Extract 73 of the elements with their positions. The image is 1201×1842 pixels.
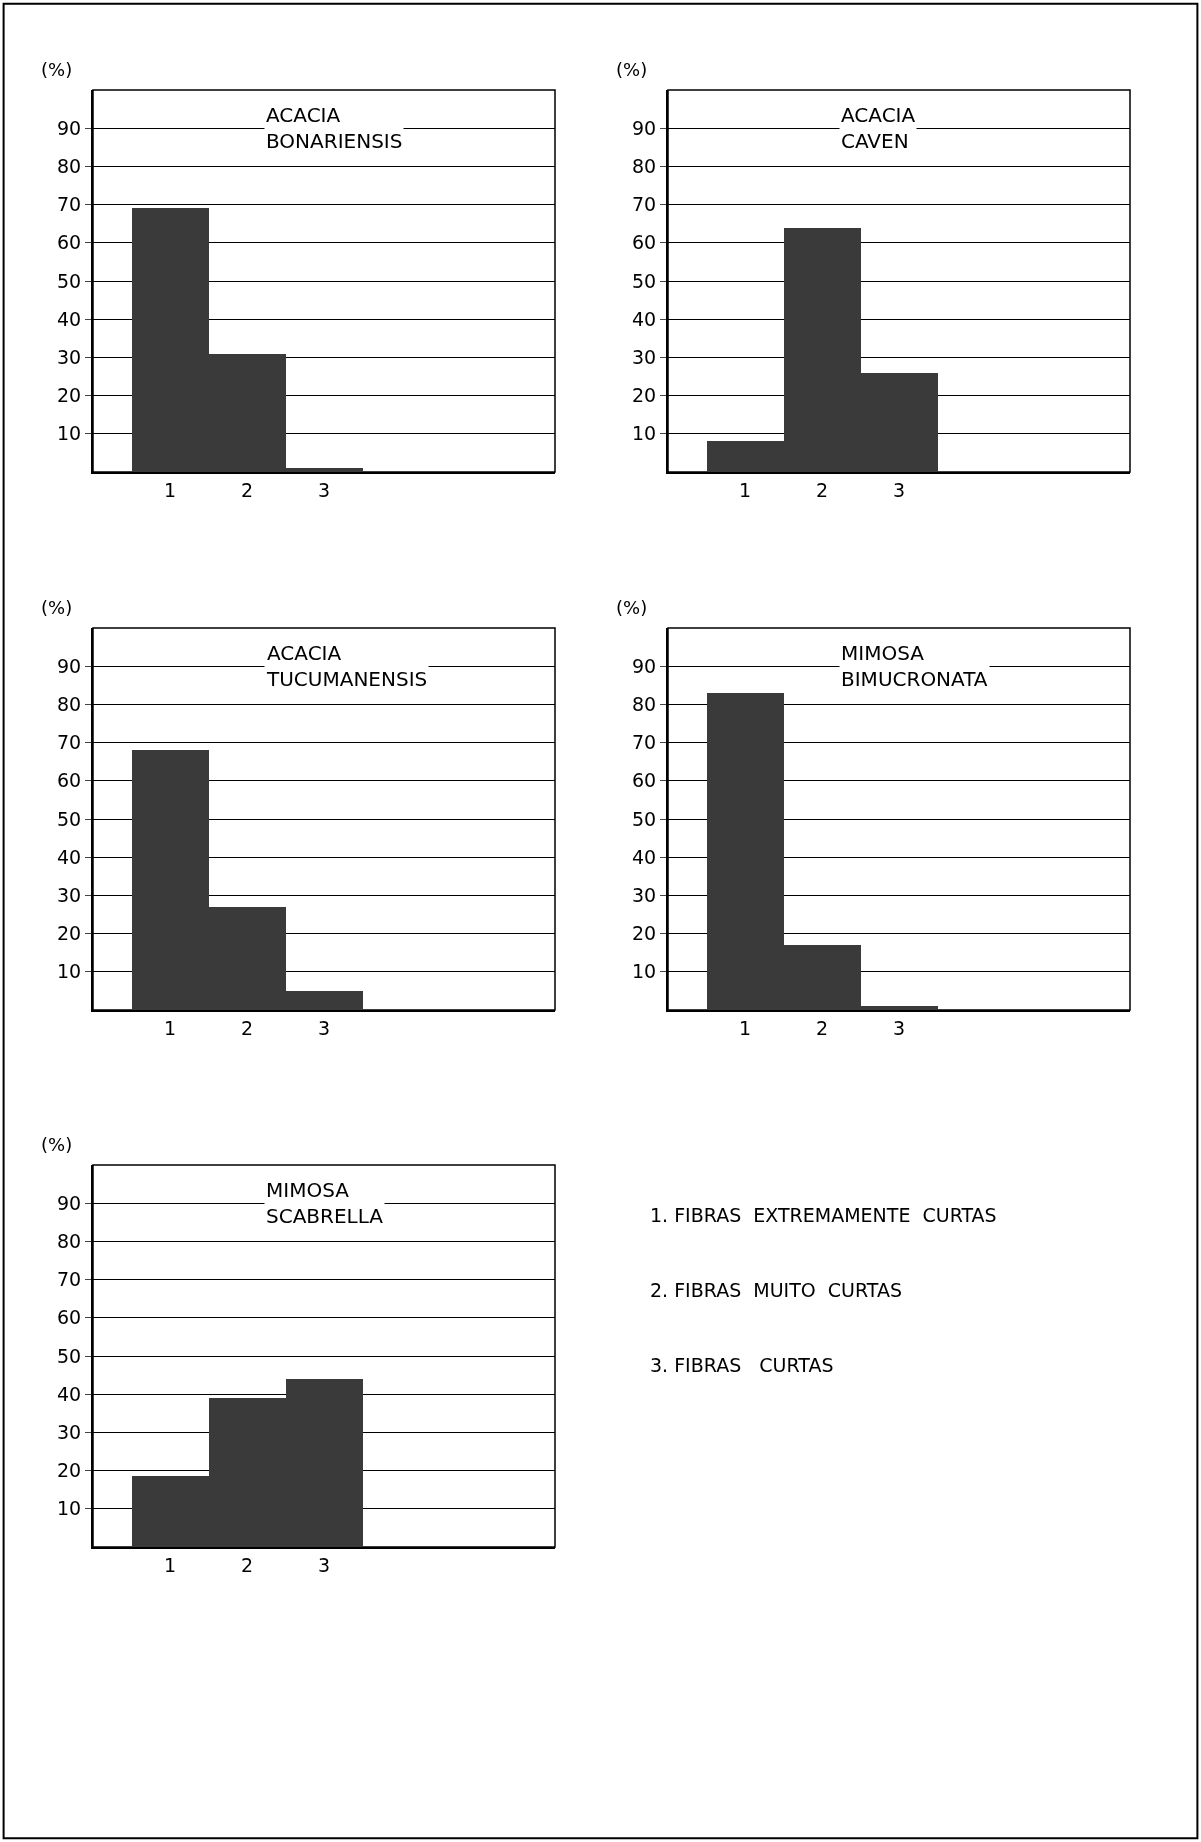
y-tick-label: 30 — [632, 346, 657, 369]
y-tick-label: 40 — [57, 1382, 82, 1405]
text: 3. FIBRAS CURTAS — [650, 1354, 834, 1376]
y-tick-label: 20 — [632, 922, 657, 945]
y-tick-label: 80 — [632, 155, 657, 178]
y-tick-label: 80 — [57, 693, 82, 716]
y-tick-label: 10 — [57, 422, 82, 445]
y-tick-label: 70 — [632, 193, 657, 216]
text: MIMOSA SCABRELLA — [266, 1178, 384, 1228]
y-axis-title: (%) — [41, 59, 73, 80]
y-tick-label: 50 — [632, 807, 657, 830]
y-tick-label: 30 — [632, 884, 657, 907]
y-tick-label: 40 — [632, 845, 657, 868]
x-tick-label: 2 — [815, 478, 829, 501]
y-axis-title: (%) — [41, 1134, 73, 1155]
y-tick-label: 90 — [57, 116, 82, 139]
y-tick-label: 70 — [57, 193, 82, 216]
y-tick-label: 20 — [57, 384, 82, 407]
y-tick-label: 60 — [57, 769, 82, 792]
y-tick-label: 60 — [57, 1306, 82, 1329]
y-tick-label: 90 — [57, 1191, 82, 1214]
text: ACACIA CAVEN — [841, 103, 916, 153]
y-tick-label: 40 — [57, 307, 82, 330]
y-tick-label: 20 — [57, 1459, 82, 1482]
y-tick-label: 30 — [57, 884, 82, 907]
x-tick-label: 1 — [738, 1016, 752, 1039]
y-axis-title: (%) — [41, 597, 73, 618]
text: MIMOSA BIMUCRONATA — [841, 641, 988, 691]
y-tick-label: 60 — [57, 231, 82, 254]
y-tick-label: 50 — [57, 1344, 82, 1367]
x-tick-label: 2 — [240, 1016, 254, 1039]
x-tick-label: 1 — [163, 1016, 177, 1039]
text: ACACIA BONARIENSIS — [266, 103, 403, 153]
y-tick-label: 80 — [57, 1230, 82, 1253]
x-tick-label: 3 — [317, 1016, 331, 1039]
x-tick-label: 1 — [163, 1553, 177, 1576]
y-tick-label: 70 — [57, 731, 82, 754]
y-tick-label: 70 — [57, 1268, 82, 1291]
x-tick-label: 3 — [892, 478, 906, 501]
y-tick-label: 40 — [632, 307, 657, 330]
x-tick-label: 3 — [317, 1553, 331, 1576]
y-tick-label: 20 — [57, 922, 82, 945]
y-tick-label: 30 — [57, 1421, 82, 1444]
y-tick-label: 90 — [57, 654, 82, 677]
y-tick-label: 50 — [57, 807, 82, 830]
x-tick-label: 3 — [892, 1016, 906, 1039]
y-tick-label: 90 — [632, 654, 657, 677]
x-tick-label: 2 — [240, 1553, 254, 1576]
y-tick-label: 10 — [57, 960, 82, 983]
y-tick-label: 20 — [632, 384, 657, 407]
text: 1. FIBRAS EXTREMAMENTE CURTAS — [650, 1204, 997, 1226]
x-tick-label: 2 — [815, 1016, 829, 1039]
y-tick-label: 80 — [632, 693, 657, 716]
x-tick-label: 1 — [163, 478, 177, 501]
y-tick-label: 40 — [57, 845, 82, 868]
text: ACACIA TUCUMANENSIS — [266, 641, 428, 691]
x-tick-label: 3 — [317, 478, 331, 501]
y-tick-label: 80 — [57, 155, 82, 178]
x-tick-label: 1 — [738, 478, 752, 501]
y-tick-label: 60 — [632, 231, 657, 254]
y-axis-title: (%) — [616, 597, 648, 618]
y-tick-label: 30 — [57, 346, 82, 369]
y-tick-label: 90 — [632, 116, 657, 139]
y-tick-label: 10 — [632, 960, 657, 983]
y-tick-label: 10 — [57, 1497, 82, 1520]
y-tick-label: 10 — [632, 422, 657, 445]
y-tick-label: 50 — [57, 269, 82, 292]
y-tick-label: 70 — [632, 731, 657, 754]
text: 2. FIBRAS MUITO CURTAS — [650, 1279, 903, 1301]
y-tick-label: 50 — [632, 269, 657, 292]
x-tick-label: 2 — [240, 478, 254, 501]
y-axis-title: (%) — [616, 59, 648, 80]
y-tick-label: 60 — [632, 769, 657, 792]
